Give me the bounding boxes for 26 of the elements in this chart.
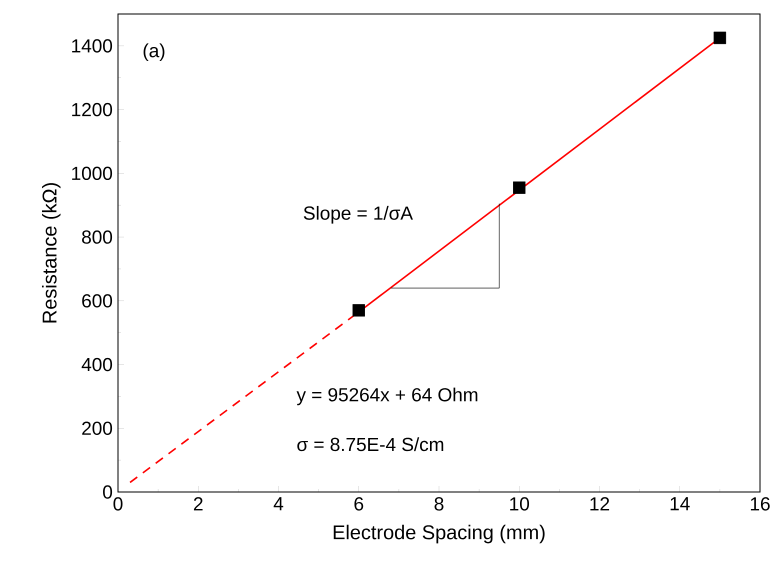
- x-tick-label: 4: [274, 497, 284, 510]
- point: [513, 181, 526, 194]
- x-tick-label: 8: [434, 497, 444, 511]
- y-tick-label: 600: [82, 294, 112, 308]
- annotation: σ = 8.75E-4 S/cm: [297, 437, 444, 452]
- x-tick-label: 14: [670, 497, 690, 510]
- x-tick-label: 16: [750, 497, 770, 511]
- x-tick-label: 2: [194, 497, 203, 510]
- x-axis-title: Electrode Spacing (mm): [334, 524, 545, 544]
- y-tick-label: 0: [103, 485, 112, 499]
- y-tick-label: 400: [82, 358, 112, 372]
- x-tick-label: 12: [590, 497, 610, 510]
- annotation: (a): [144, 43, 164, 62]
- x-tick-label: 6: [354, 497, 364, 511]
- y-tick-label: 1200: [72, 102, 112, 116]
- annotation: y = 95264x + 64 Ohm: [296, 388, 478, 406]
- point: [714, 32, 726, 44]
- point: [352, 304, 365, 317]
- y-tick-label: 1000: [72, 166, 112, 180]
- x-tick-label: 0: [113, 497, 123, 511]
- y-tick-label: 200: [82, 422, 112, 435]
- y-axis-title: Resistance (kΩ): [42, 183, 61, 322]
- y-tick-label: 800: [82, 230, 112, 244]
- x-tick-label: 10: [510, 497, 530, 511]
- y-tick-label: 1400: [72, 39, 112, 53]
- annotation: Slope = 1/σA: [304, 206, 413, 224]
